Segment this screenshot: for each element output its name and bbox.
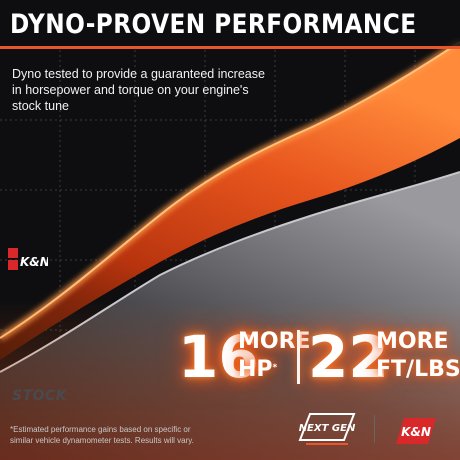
kn-curve-label: K&N [20,255,48,269]
bottom-glow [0,300,460,460]
disclaimer-footnote: *Estimated performance gains based on sp… [10,425,194,445]
kn-brand-logo-text: K&N [401,425,431,439]
hp-gain-value: 16 [178,323,259,391]
stock-curve-label: STOCK [12,388,68,404]
torque-gain-unit: FT/LBS* [376,358,460,382]
hp-gain-unit: HP* [238,358,277,382]
kn-curve-line [0,41,460,339]
kn-performance-band [0,42,460,360]
title-bar-backdrop [0,0,460,48]
hp-unit-text: HP [238,357,273,382]
torque-unit-text: FT/LBS [376,357,460,382]
kn-curve-badge: K&N [8,248,48,270]
torque-gain-more: MORE [376,329,449,354]
next-gen-logo: NEXT GEN [298,413,356,445]
logo-separator [374,415,375,443]
title-underline [0,46,460,49]
page-subtitle: Dyno tested to provide a guaranteed incr… [12,67,265,113]
kn-brand-logo: K&N [396,418,436,444]
hp-footnote-marker: * [272,363,278,373]
next-gen-logo-text: NEXT GEN [299,423,356,434]
stat-divider [297,330,300,384]
page-title: DYNO-PROVEN PERFORMANCE [10,9,417,40]
torque-gain-value: 22 [308,323,389,391]
